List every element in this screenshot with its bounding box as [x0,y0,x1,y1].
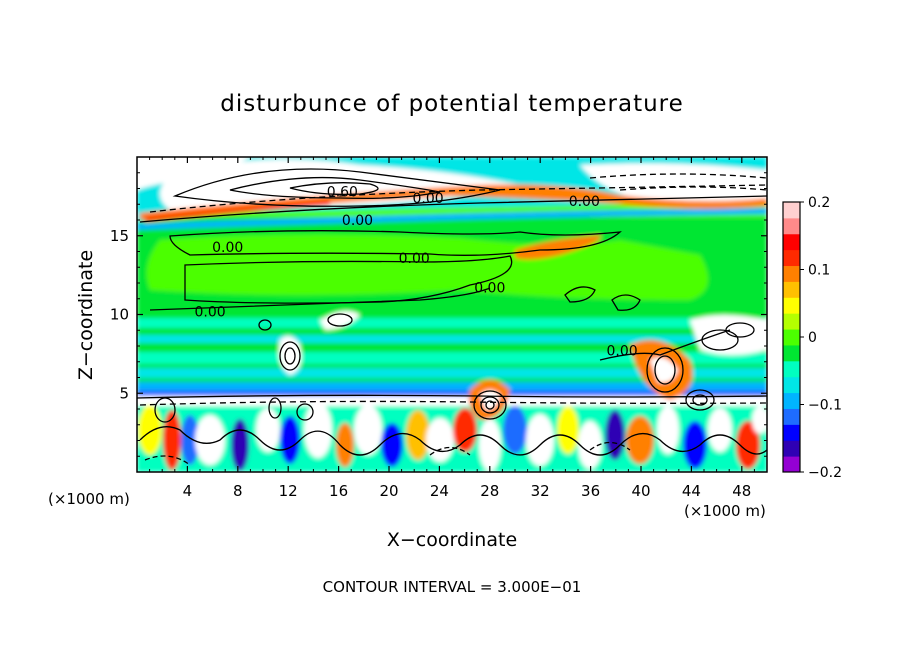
y-tick-label: 10 [110,306,129,324]
x-tick-label: 36 [581,482,600,500]
x-unit-right: (×1000 m) [684,502,766,520]
contour-label: 0.00 [412,191,443,207]
field-inversion-blue [137,390,767,396]
x-tick-label: 44 [682,482,701,500]
contour-label-layer: 0.60 0.00 0.00 0.00 0.00 0.00 0.00 0.00 0.00 [194,185,637,360]
x-tick-label: 8 [233,482,243,500]
colorbar-swatch [783,424,800,441]
colorbar-swatch [783,249,800,267]
x-tick-label: 48 [732,482,751,500]
y-axis-label: Z−coordinate [75,250,97,380]
colorbar-swatch [783,360,800,378]
field-tropopause [137,208,767,230]
field-inversion-white [137,396,767,406]
y-tick-label: 5 [119,384,129,402]
contour-label: 0.00 [399,251,430,267]
x-axis-label: X−coordinate [387,529,517,551]
x-tick-label: 12 [279,482,298,500]
colorbar-tick-label: −0.2 [808,465,842,481]
y-axis-ticks: 5 10 15 [110,172,767,457]
colorbar-swatch [783,376,800,394]
colorbar-swatch [783,281,800,298]
x-tick-label: 4 [183,482,193,500]
x-tick-label: 20 [379,482,398,500]
colorbar-swatch [783,329,800,346]
contour-lines [137,168,767,466]
field-band-1 [137,318,767,328]
contour-label: 0.00 [212,240,243,256]
field-upper-left-white [137,157,250,190]
contour-label: 0.60 [327,185,358,201]
colorbar-swatch [783,344,800,362]
contour-label: 0.00 [194,304,225,320]
x-tick-label: 40 [631,482,650,500]
colorbar-swatch [783,408,800,425]
contour-label: 0.00 [342,213,373,229]
colorbar-tick-label: 0.1 [808,263,830,279]
x-tick-label: 32 [531,482,550,500]
contour-interval-footer: CONTOUR INTERVAL = 3.000E−01 [323,578,582,596]
chart-title: disturbunce of potential temperature [220,91,684,117]
colorbar-swatch [783,233,800,251]
field-band-4 [137,368,767,378]
colorbar-tick-label: 0 [808,330,817,346]
contour-label: 0.00 [474,281,505,297]
colorbar-swatch [783,217,800,235]
x-axis-ticks: 4 8 12 16 20 24 28 32 36 40 44 48 [149,157,755,500]
contour-label: 0.00 [607,344,638,360]
field-plumes [278,235,767,420]
colorbar-swatch [783,392,800,409]
x-tick-label: 24 [430,482,449,500]
field-upper-white [160,159,520,210]
colorbar-tick-label: −0.1 [808,398,842,414]
contour-label: 0.00 [569,194,600,210]
colorbar-swatch [783,313,800,330]
colorbar-ticks: 0.2 0.1 0 −0.1 −0.2 [800,195,842,481]
colorbar-swatch [783,456,800,473]
colorbar-tick-label: 0.2 [808,195,830,211]
field-upper-orange [140,184,767,220]
x-tick-label: 16 [329,482,348,500]
x-tick-label: 28 [480,482,499,500]
colorbar [782,201,801,473]
field-layer [137,157,767,472]
x-unit-left: (×1000 m) [48,490,130,508]
plot-area: 0.60 0.00 0.00 0.00 0.00 0.00 0.00 0.00 0.00 [137,157,767,472]
field-band-2 [137,335,767,343]
y-tick-label: 15 [110,227,129,245]
colorbar-swatch [783,297,800,314]
colorbar-swatch [783,265,800,282]
field-band-5 [137,382,767,390]
field-bl-blobs [138,402,767,471]
colorbar-swatch [783,202,800,219]
colorbar-swatch [783,440,800,457]
